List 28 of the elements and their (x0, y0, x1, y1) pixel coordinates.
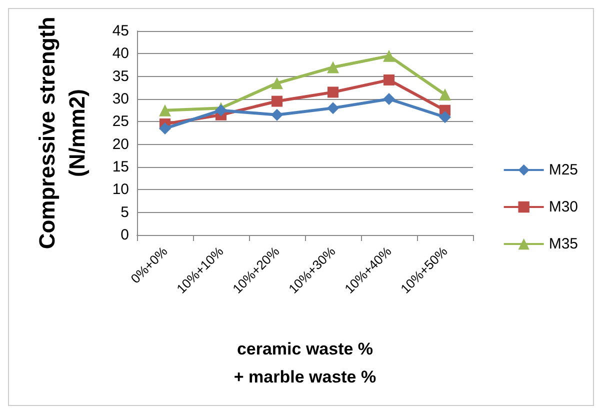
point (328, 86, 338, 98)
legend-label: M25 (548, 162, 578, 178)
y-tick-label: 35 (112, 68, 129, 85)
point (439, 88, 451, 100)
y-tick-label: 30 (112, 90, 129, 108)
point (383, 93, 395, 105)
point (271, 108, 283, 121)
point (327, 102, 339, 114)
point (159, 122, 171, 134)
y-tick-label: 5 (120, 204, 129, 221)
point (327, 61, 339, 74)
point (159, 104, 171, 116)
y-tick-label: 40 (112, 45, 129, 62)
point (271, 77, 283, 90)
legend-label: M30 (548, 198, 578, 216)
y-tick-label: 45 (112, 22, 129, 40)
y-axis-title: Compressive strength (N/mm2) (34, 16, 90, 250)
y-tick-label: 15 (112, 158, 129, 176)
y-tick-label: 10 (112, 181, 129, 198)
point (384, 74, 394, 86)
point (272, 96, 282, 107)
y-tick-label: 25 (112, 113, 129, 130)
point (383, 50, 395, 62)
point (439, 111, 451, 124)
legend-label: M35 (548, 236, 578, 252)
y-tick-label: 20 (112, 136, 129, 153)
x-axis-title: ceramic waste % + marble waste % (234, 340, 376, 386)
y-tick-label: 0 (120, 226, 129, 244)
